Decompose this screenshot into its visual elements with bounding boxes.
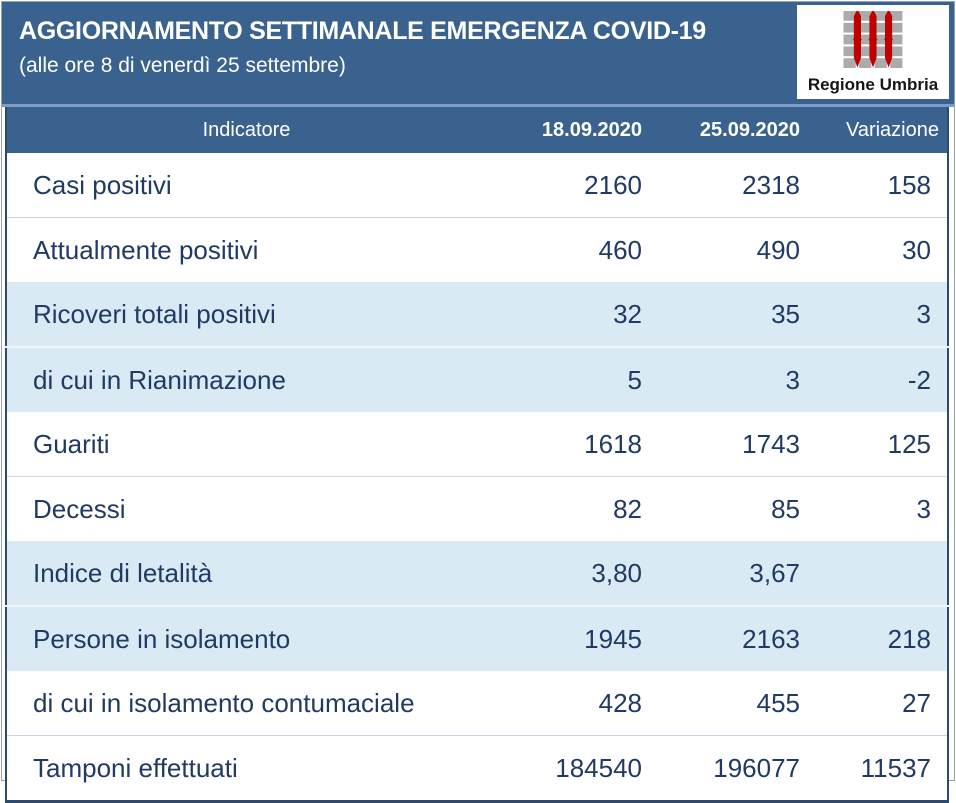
value-25-09-2020: 2163 (654, 605, 809, 671)
value-variazione: 27 (902, 687, 931, 718)
indicator-label: Ricoveri totali positivi (33, 298, 276, 329)
value-18-09-2020: 3,80 (591, 557, 642, 588)
covid-indicators-table: Indicatore 18.09.2020 25.09.2020 Variazi… (5, 107, 949, 803)
indicator-label: di cui in isolamento contumaciale (33, 687, 415, 718)
value-variazione: 125 (887, 428, 931, 459)
page-subtitle: (alle ore 8 di venerdì 25 settembre) (19, 54, 346, 77)
table-row: Indice di letalità 3,80 3,67 (6, 541, 948, 606)
indicator-label: Indice di letalità (33, 557, 213, 588)
value-18-09-2020: 82 (486, 476, 654, 541)
value-variazione: 218 (809, 605, 948, 671)
table-row: Guariti 1618 1743 125 (6, 412, 948, 477)
value-18-09-2020: 5 (486, 346, 654, 412)
value-18-09-2020: 428 (598, 687, 642, 718)
value-25-09-2020: 3,67 (749, 557, 800, 588)
value-18-09-2020: 184540 (486, 735, 654, 802)
indicator-label: Attualmente positivi (6, 217, 486, 282)
value-18-09-2020: 1945 (486, 605, 654, 671)
value-18-09-2020: 460 (486, 217, 654, 282)
value-25-09-2020: 1743 (742, 428, 800, 459)
indicator-label: Casi positivi (33, 169, 172, 200)
table-body: Casi positivi 2160 2318 158 Attualmente posi… (6, 153, 948, 802)
value-25-09-2020: 490 (654, 217, 809, 282)
column-header-25-09-2020: 25.09.2020 (654, 107, 809, 153)
value-18-09-2020: 1618 (584, 428, 642, 459)
table-row: di cui in isolamento contumaciale 428 455 2… (6, 671, 948, 736)
value-variazione: -2 (809, 346, 948, 412)
value-25-09-2020: 35 (771, 298, 800, 329)
value-25-09-2020: 196077 (654, 735, 809, 802)
table-header-row: Indicatore 18.09.2020 25.09.2020 Variazi… (6, 107, 948, 153)
value-25-09-2020: 455 (756, 687, 800, 718)
column-header-variazione: Variazione (809, 107, 948, 153)
column-header-18-09-2020: 18.09.2020 (486, 107, 654, 153)
table-row: Attualmente positivi 460 490 30 (6, 217, 948, 282)
value-variazione: 158 (887, 169, 931, 200)
value-25-09-2020: 2318 (742, 169, 800, 200)
table-row: Tamponi effettuati 184540 196077 11537 (6, 735, 948, 802)
indicator-label: di cui in Rianimazione (6, 346, 486, 412)
indicator-label: Guariti (33, 428, 110, 459)
table-row: Ricoveri totali positivi 32 35 3 (6, 282, 948, 347)
value-25-09-2020: 3 (654, 346, 809, 412)
value-variazione: 11537 (809, 735, 948, 802)
value-18-09-2020: 32 (613, 298, 642, 329)
value-variazione: 3 (916, 298, 931, 329)
table-row: Decessi 82 85 3 (6, 476, 948, 541)
indicator-label: Persone in isolamento (6, 605, 486, 671)
page-title: AGGIORNAMENTO SETTIMANALE EMERGENZA COVI… (19, 17, 706, 45)
table-row: Casi positivi 2160 2318 158 (6, 153, 948, 218)
value-25-09-2020: 85 (654, 476, 809, 541)
ceri-umbria-icon (843, 11, 903, 73)
regione-umbria-logo: Regione Umbria (797, 5, 949, 99)
value-18-09-2020: 2160 (584, 169, 642, 200)
indicator-label: Tamponi effettuati (6, 735, 486, 802)
title-band: AGGIORNAMENTO SETTIMANALE EMERGENZA COVI… (2, 2, 954, 107)
logo-label: Regione Umbria (807, 75, 939, 94)
value-variazione: 3 (809, 476, 948, 541)
indicator-label: Decessi (6, 476, 486, 541)
value-variazione (809, 541, 948, 606)
column-header-indicatore: Indicatore (6, 107, 486, 153)
table-row: Persone in isolamento 1945 2163 218 (6, 605, 948, 671)
table-row: di cui in Rianimazione 5 3 -2 (6, 346, 948, 412)
value-variazione: 30 (809, 217, 948, 282)
